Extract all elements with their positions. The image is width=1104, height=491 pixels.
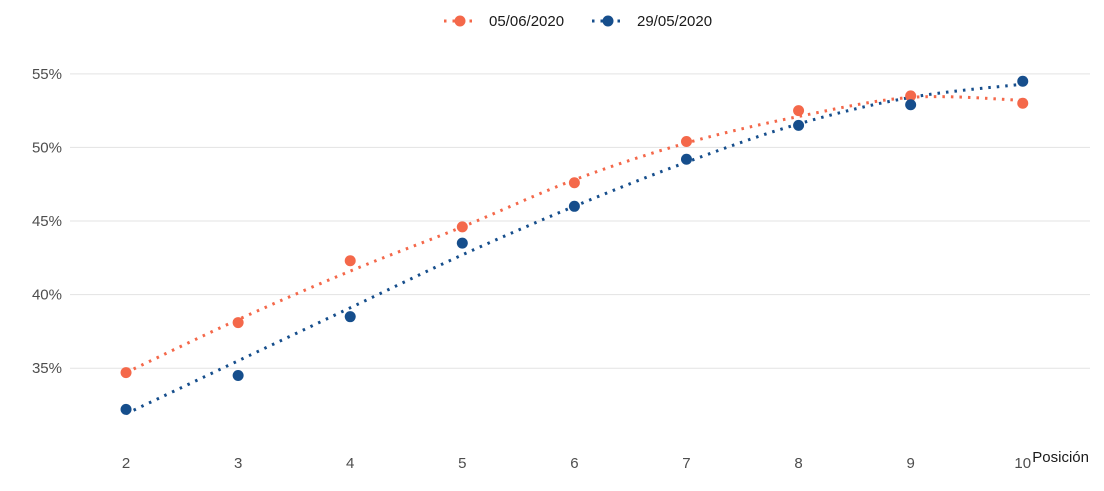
data-point-series-2: [120, 403, 132, 415]
trend-lines: [125, 82, 1023, 416]
trend-line-series-2: [125, 82, 1023, 416]
data-point-series-1: [1017, 97, 1029, 109]
legend: 05/06/2020 29/05/2020: [444, 13, 712, 30]
data-point-series-2: [232, 370, 244, 382]
x-axis-title: Posición: [1032, 449, 1089, 466]
x-tick-label: 7: [682, 455, 690, 472]
data-point-series-2: [344, 311, 356, 323]
data-point-series-1: [232, 317, 244, 329]
x-tick-label: 3: [234, 455, 242, 472]
y-tick-label: 50%: [32, 139, 62, 156]
data-point-series-1: [120, 367, 132, 379]
data-point-series-1: [680, 136, 692, 148]
data-point-series-1: [344, 255, 356, 267]
y-tick-label: 45%: [32, 213, 62, 230]
x-tick-label: 9: [906, 455, 914, 472]
data-point-series-2: [905, 99, 917, 111]
data-point-series-2: [456, 237, 468, 249]
x-axis-tick-labels: 2 3 4 5 6 7 8 9 10: [122, 455, 1031, 472]
gridlines: [70, 73, 1090, 369]
data-point-series-1: [568, 177, 580, 189]
y-tick-label: 40%: [32, 287, 62, 304]
x-tick-label: 5: [458, 455, 466, 472]
legend-key-marker: [454, 15, 466, 27]
data-point-series-2: [680, 153, 692, 165]
legend-label: 29/05/2020: [637, 13, 712, 30]
x-tick-label: 8: [794, 455, 802, 472]
trend-line-series-1: [125, 95, 1023, 374]
y-axis-tick-labels: 35% 40% 45% 50% 55%: [32, 66, 62, 377]
y-tick-label: 55%: [32, 66, 62, 83]
data-point-series-1: [793, 105, 805, 117]
x-tick-label: 10: [1014, 455, 1031, 472]
x-tick-label: 2: [122, 455, 130, 472]
data-point-series-1: [456, 221, 468, 233]
y-tick-label: 35%: [32, 360, 62, 377]
data-point-series-2: [1017, 75, 1029, 87]
data-point-series-2: [793, 119, 805, 131]
data-point-series-1: [905, 90, 917, 102]
legend-key-marker: [602, 15, 614, 27]
x-tick-label: 4: [346, 455, 354, 472]
legend-label: 05/06/2020: [489, 13, 564, 30]
legend-item: 05/06/2020: [444, 13, 564, 30]
x-tick-label: 6: [570, 455, 578, 472]
data-point-series-2: [568, 200, 580, 212]
data-points: [120, 75, 1029, 415]
legend-item: 29/05/2020: [592, 13, 712, 30]
